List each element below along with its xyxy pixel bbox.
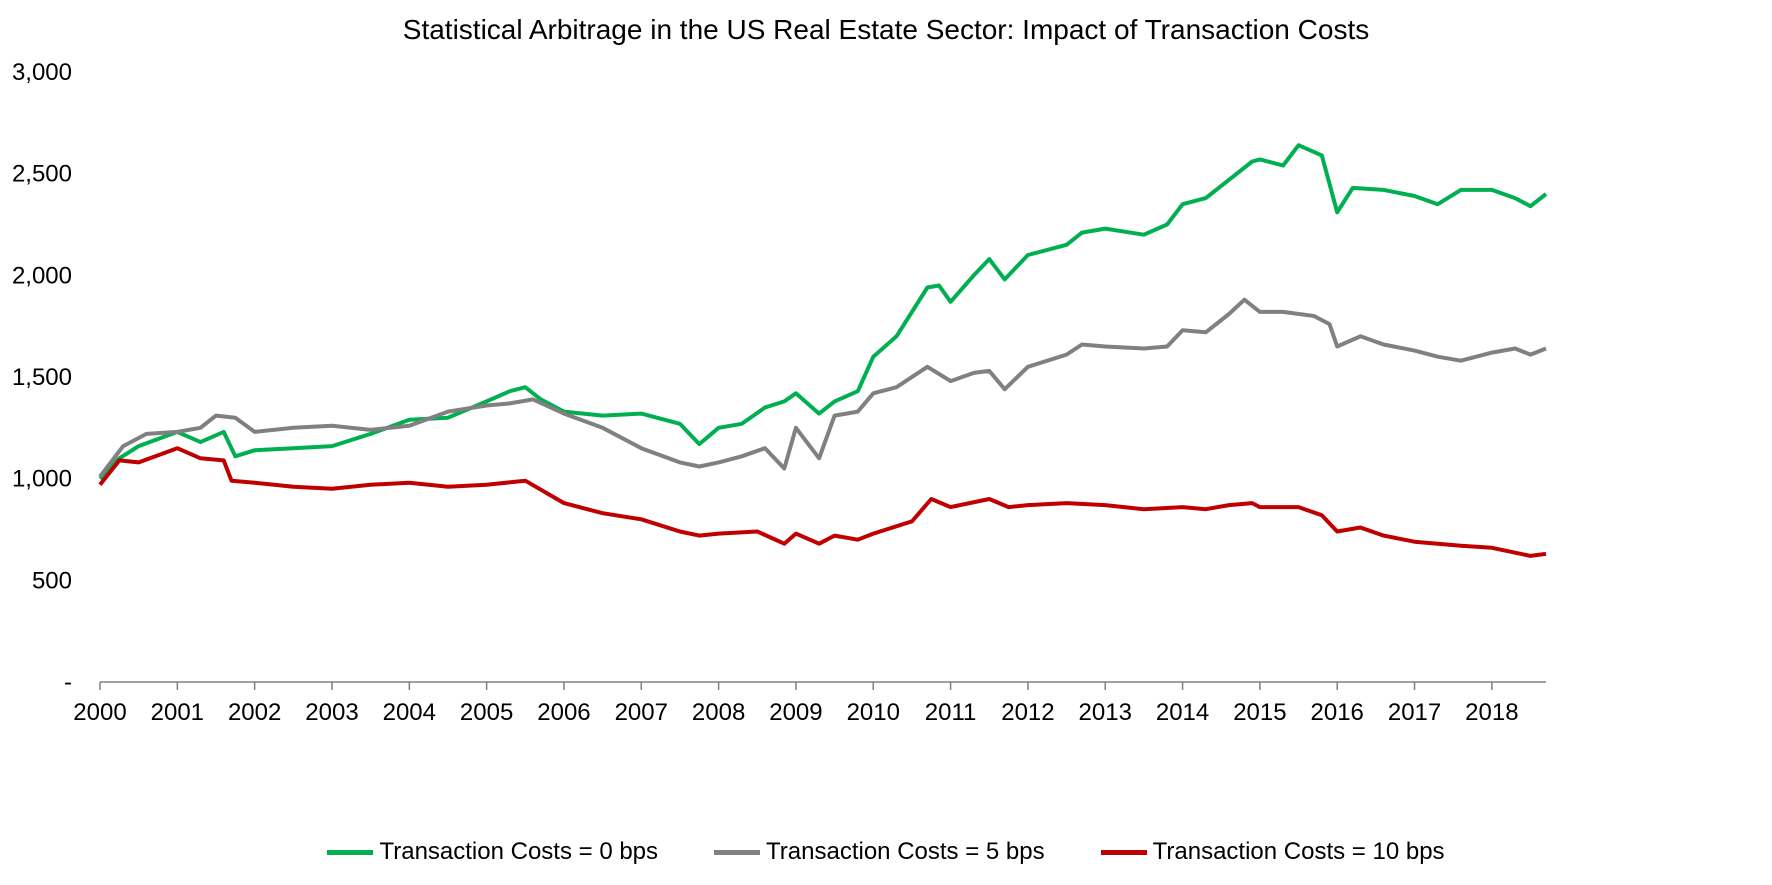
legend-swatch — [327, 849, 374, 855]
legend-item: Transaction Costs = 10 bps — [1100, 838, 1445, 866]
series-line-1 — [98, 297, 1547, 478]
legend-swatch — [1100, 849, 1147, 855]
series-line-0 — [98, 143, 1548, 481]
x-tick-label: 2004 — [383, 699, 436, 726]
y-tick-label: 3,000 — [12, 59, 72, 86]
legend-label: Transaction Costs = 0 bps — [379, 838, 659, 865]
y-tick-label: 2,000 — [12, 262, 72, 289]
x-tick-label: 2005 — [460, 699, 513, 726]
y-tick-label: - — [64, 669, 72, 696]
legend-item: Transaction Costs = 0 bps — [327, 838, 658, 866]
x-tick-label: 2009 — [769, 699, 822, 726]
x-tick-label: 2012 — [1001, 699, 1054, 726]
legend-label: Transaction Costs = 10 bps — [1152, 838, 1445, 865]
legend: Transaction Costs = 0 bps Transaction Cos… — [0, 838, 1772, 866]
x-tick-label: 2002 — [228, 699, 281, 726]
x-axis-ticks: 2000 2001 2002 2003 2004 2005 2006 2007 2008 2009… — [73, 682, 1519, 726]
chart-title: Statistical Arbitrage in the US Real Est… — [402, 14, 1370, 45]
series-line-2 — [98, 446, 1547, 558]
x-tick-label: 2011 — [925, 699, 977, 726]
series-lines — [98, 143, 1548, 558]
x-tick-label: 2008 — [692, 699, 745, 726]
y-tick-label: 1,500 — [12, 364, 72, 391]
y-tick-label: 1,000 — [12, 466, 72, 493]
x-tick-label: 2007 — [615, 699, 668, 726]
legend-label: Transaction Costs = 5 bps — [766, 838, 1045, 865]
x-tick-label: 2014 — [1156, 699, 1209, 726]
x-tick-label: 2018 — [1465, 699, 1518, 726]
legend-swatch — [714, 849, 761, 855]
y-tick-label: 500 — [32, 567, 72, 594]
x-tick-label: 2010 — [847, 699, 900, 726]
x-tick-label: 2013 — [1079, 699, 1132, 726]
x-tick-label: 2000 — [73, 699, 126, 726]
y-tick-label: 2,500 — [12, 161, 72, 188]
x-tick-label: 2015 — [1233, 699, 1286, 726]
x-tick-label: 2003 — [305, 699, 358, 726]
x-tick-label: 2001 — [151, 699, 204, 726]
x-tick-label: 2016 — [1311, 699, 1364, 726]
y-axis-tick-labels: - 500 1,000 1,500 2,000 2,500 3,000 — [12, 59, 72, 696]
legend-item: Transaction Costs = 5 bps — [714, 838, 1045, 866]
x-tick-label: 2006 — [537, 699, 590, 726]
x-tick-label: 2017 — [1388, 699, 1441, 726]
